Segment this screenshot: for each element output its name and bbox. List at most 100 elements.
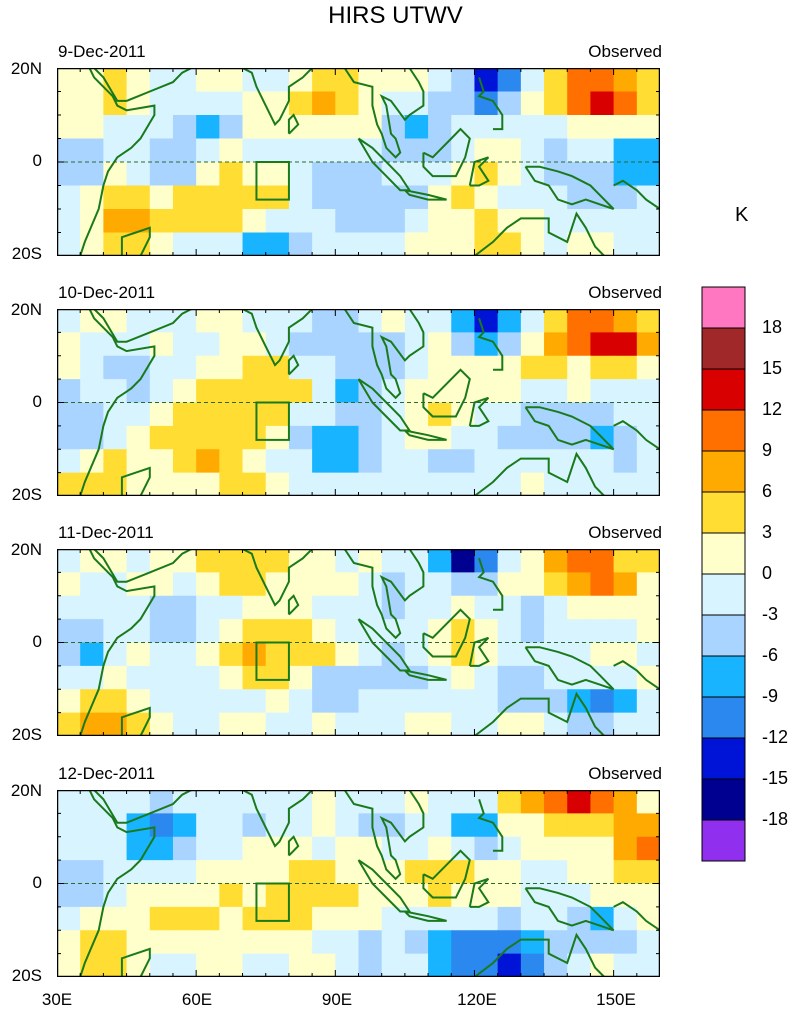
- data-cell: [613, 930, 638, 955]
- data-cell: [242, 906, 267, 931]
- data-cell: [172, 572, 197, 597]
- data-cell: [219, 185, 244, 210]
- data-cell: [567, 595, 592, 620]
- data-cell: [196, 185, 220, 210]
- colorbar-label-0: 18: [762, 317, 783, 337]
- data-cell: [567, 472, 592, 496]
- data-cell: [312, 712, 336, 736]
- data-cell: [149, 209, 174, 234]
- colorbar-label-7: -3: [762, 604, 779, 624]
- data-cell: [544, 930, 568, 955]
- data-cell: [404, 883, 429, 908]
- data-cell: [404, 860, 429, 885]
- data-cell: [428, 91, 452, 116]
- data-cell: [242, 712, 267, 736]
- colorbar-box-0: [701, 286, 746, 329]
- data-cell: [312, 836, 336, 861]
- data-cell: [103, 379, 128, 404]
- data-cell: [335, 790, 360, 814]
- coastline: [422, 849, 471, 899]
- data-cell: [126, 425, 151, 450]
- data-cell: [636, 790, 660, 814]
- data-cell: [265, 549, 290, 573]
- data-cell: [474, 379, 499, 404]
- data-cell: [126, 309, 151, 333]
- data-cell: [57, 883, 81, 908]
- coastline: [524, 646, 615, 691]
- data-cell: [312, 162, 336, 187]
- data-cell: [242, 379, 267, 404]
- data-cell: [219, 712, 244, 736]
- data-cell: [613, 712, 638, 736]
- data-cell: [544, 595, 568, 620]
- data-cell: [312, 572, 336, 597]
- data-cell: [544, 68, 568, 93]
- data-cell: [335, 162, 360, 187]
- data-cell: [335, 836, 360, 861]
- panel-3-lat-20n: 20N: [10, 540, 42, 559]
- colorbar: [701, 286, 746, 862]
- data-cell: [636, 91, 660, 116]
- data-cell: [80, 906, 104, 931]
- data-cell: [520, 332, 545, 357]
- panel-2-label: Observed: [588, 283, 662, 302]
- data-cell: [381, 953, 406, 977]
- data-cell: [288, 138, 313, 163]
- colorbar-box-6: [701, 532, 746, 575]
- data-cell: [126, 449, 151, 474]
- data-cell: [335, 449, 360, 474]
- coastline: [93, 549, 192, 583]
- data-cell: [636, 402, 660, 427]
- data-cell: [265, 309, 290, 333]
- data-cell: [57, 595, 81, 620]
- data-cell: [381, 185, 406, 210]
- data-cell: [404, 572, 429, 597]
- data-cell: [474, 712, 499, 736]
- data-cell: [567, 185, 592, 210]
- panel-4-lat-20n: 20N: [10, 781, 42, 800]
- data-cell: [428, 813, 452, 838]
- data-cell: [567, 813, 592, 838]
- data-cell: [636, 185, 660, 210]
- colorbar-box-13: [701, 819, 746, 862]
- data-cell: [590, 642, 615, 667]
- data-cell: [242, 472, 267, 496]
- data-cell: [196, 68, 220, 93]
- data-cell: [172, 906, 197, 931]
- data-cell: [196, 642, 220, 667]
- colorbar-label-10: -12: [762, 727, 789, 747]
- data-cell: [312, 209, 336, 234]
- data-cell: [404, 209, 429, 234]
- data-cell: [265, 619, 290, 644]
- data-cell: [358, 642, 383, 667]
- data-cell: [80, 185, 104, 210]
- data-cell: [451, 665, 476, 690]
- data-cell: [172, 162, 197, 187]
- coastline: [57, 549, 156, 736]
- data-cell: [172, 379, 197, 404]
- data-cell: [80, 642, 104, 667]
- data-cell: [358, 689, 383, 714]
- data-cell: [149, 332, 174, 357]
- data-cell: [103, 68, 128, 93]
- data-cell: [265, 68, 290, 93]
- data-cell: [636, 449, 660, 474]
- data-cell: [103, 665, 128, 690]
- data-cell: [80, 619, 104, 644]
- data-cell: [520, 953, 545, 977]
- data-cell: [404, 930, 429, 955]
- colorbar-box-2: [701, 368, 746, 411]
- data-cell: [613, 232, 638, 256]
- data-cell: [636, 712, 660, 736]
- region-box: [255, 401, 290, 441]
- data-cell: [497, 813, 522, 838]
- data-cell: [497, 572, 522, 597]
- data-cell: [404, 836, 429, 861]
- coastline: [287, 835, 300, 857]
- data-cell: [265, 883, 290, 908]
- data-cell: [242, 930, 267, 955]
- data-cell: [428, 930, 452, 955]
- data-cell: [149, 379, 174, 404]
- data-cell: [265, 953, 290, 977]
- colorbar-box-11: [701, 737, 746, 780]
